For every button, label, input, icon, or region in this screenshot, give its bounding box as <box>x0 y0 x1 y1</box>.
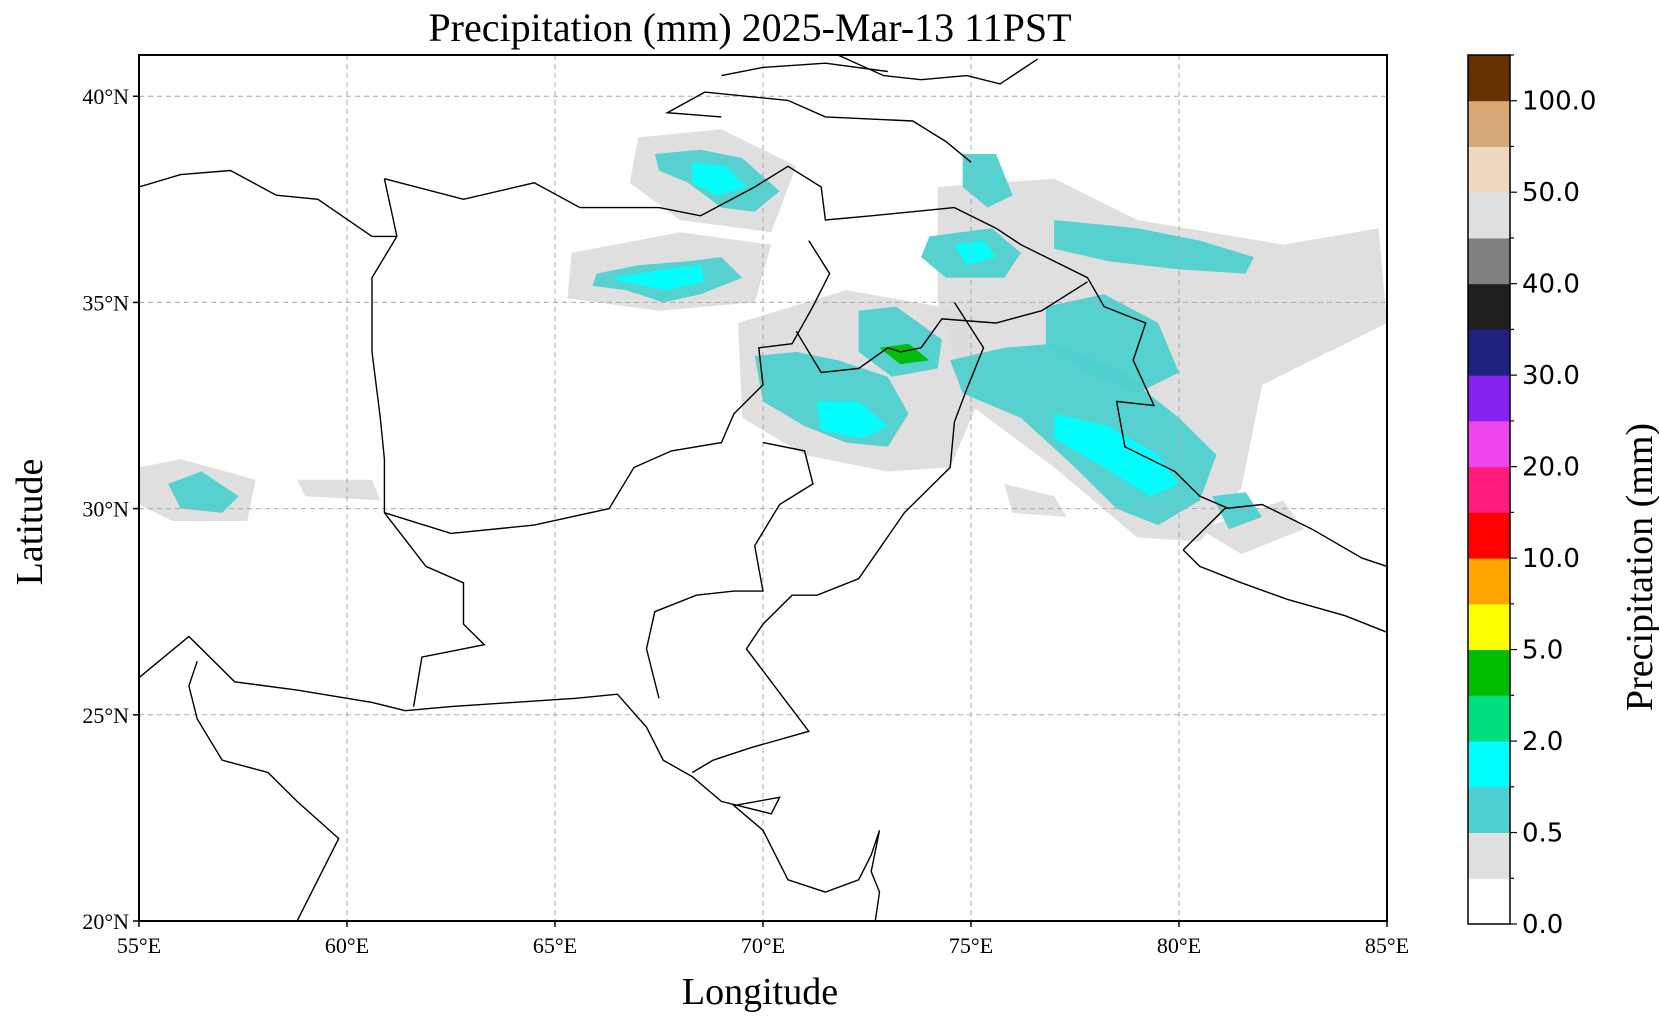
colorbar-segment <box>1468 146 1510 193</box>
precip-trace-iran-central-trace <box>297 479 381 501</box>
y-tick-label: 30°N <box>82 497 129 522</box>
precip-area-khyber-core <box>817 401 888 439</box>
colorbar-segment <box>1468 192 1510 239</box>
colorbar-frame <box>1467 54 1511 925</box>
colorbar-segment <box>1468 832 1510 879</box>
colorbar-segment <box>1468 512 1510 559</box>
precip-area-western-tibet <box>1054 220 1254 274</box>
border-pakistan-province-1 <box>795 330 922 374</box>
colorbar-segment <box>1468 237 1510 285</box>
x-tick-label: 75°E <box>949 933 993 958</box>
colorbar-segment <box>1468 558 1510 605</box>
precip-area-karakoram-core <box>954 240 996 266</box>
border-kashmir-loc <box>920 281 1088 349</box>
coastline-iran-coast <box>139 635 406 712</box>
x-tick-label: 55°E <box>117 933 161 958</box>
border-tajik-border <box>664 91 972 163</box>
colorbar-segment <box>1468 878 1510 925</box>
colorbar-tick-label: 30.0 <box>1522 361 1580 391</box>
coastline-caspian-coast <box>721 62 888 77</box>
colorbar-segment <box>1468 466 1510 513</box>
border-kyrgyz-border <box>837 55 1038 85</box>
colorbar-segment <box>1468 55 1510 102</box>
colorbar-tick-label: 20.0 <box>1522 453 1580 483</box>
coastline-oman-coast <box>188 660 340 921</box>
border-afghanistan-north <box>384 165 955 221</box>
border-pakistan-province-2 <box>645 441 814 699</box>
border-china-kashmir <box>954 206 1230 510</box>
colorbar-tick-label: 0.0 <box>1522 910 1563 940</box>
colorbar-segment <box>1468 100 1510 147</box>
coastline-arabian-coast <box>405 693 881 921</box>
y-tick-label: 25°N <box>82 703 129 728</box>
x-tick-label: 80°E <box>1157 933 1201 958</box>
colorbar-segment <box>1468 786 1510 834</box>
colorbar-tick-label: 10.0 <box>1522 544 1580 574</box>
y-tick-label: 20°N <box>82 909 129 934</box>
y-tick-label: 40°N <box>82 84 129 109</box>
colorbar-tick-label: 100.0 <box>1522 87 1596 117</box>
border-afghanistan-pakistan-north <box>384 240 831 535</box>
precip-area-nw-china-strip <box>962 154 1013 208</box>
colorbar-segment <box>1468 603 1510 651</box>
map-title: Precipitation (mm) 2025-Mar-13 11PST <box>428 5 1072 50</box>
precip-area-ladakh <box>1045 294 1179 394</box>
colorbar-segment <box>1468 329 1510 376</box>
colorbar-tick-label: 2.0 <box>1522 727 1563 757</box>
colorbar-segment <box>1468 695 1510 742</box>
precip-area-nepal-west <box>1212 492 1263 530</box>
x-tick-label: 85°E <box>1365 933 1409 958</box>
colorbar: 0.0 0.5 2.0 5.0 10.0 20.0 30.0 40.0 50.0 100.0 <box>1467 54 1596 940</box>
precip-area-western-iran <box>168 471 239 513</box>
colorbar-tick-label: 50.0 <box>1522 178 1580 208</box>
border-iran-turkmenistan <box>139 169 397 238</box>
border-iran-pakistan <box>383 512 486 707</box>
colorbar-segment <box>1468 420 1510 468</box>
colorbar-tick-label: 0.5 <box>1522 819 1563 849</box>
colorbar-segment <box>1468 649 1510 696</box>
colorbar-tick-label: 40.0 <box>1522 270 1580 300</box>
x-axis-label: Longitude <box>681 971 839 1013</box>
y-tick-label: 35°N <box>82 290 129 315</box>
x-tick-label: 65°E <box>533 933 577 958</box>
colorbar-segment <box>1468 741 1510 788</box>
colorbar-segment <box>1468 375 1510 422</box>
border-pakistan-india <box>691 302 985 774</box>
x-tick-label: 60°E <box>325 933 369 958</box>
x-tick-label: 70°E <box>741 933 785 958</box>
precip-area-northern-afghanistan-core <box>613 265 705 291</box>
precip-trace-nepal-trace <box>1199 500 1304 554</box>
border-india-nepal <box>1182 549 1387 633</box>
precip-area-tajikistan-core <box>692 162 747 196</box>
colorbar-segment <box>1468 283 1510 330</box>
precip-area-himalaya-core <box>1054 413 1179 497</box>
colorbar-tick-label: 5.0 <box>1522 636 1563 666</box>
border-nepal-border <box>1182 503 1387 568</box>
